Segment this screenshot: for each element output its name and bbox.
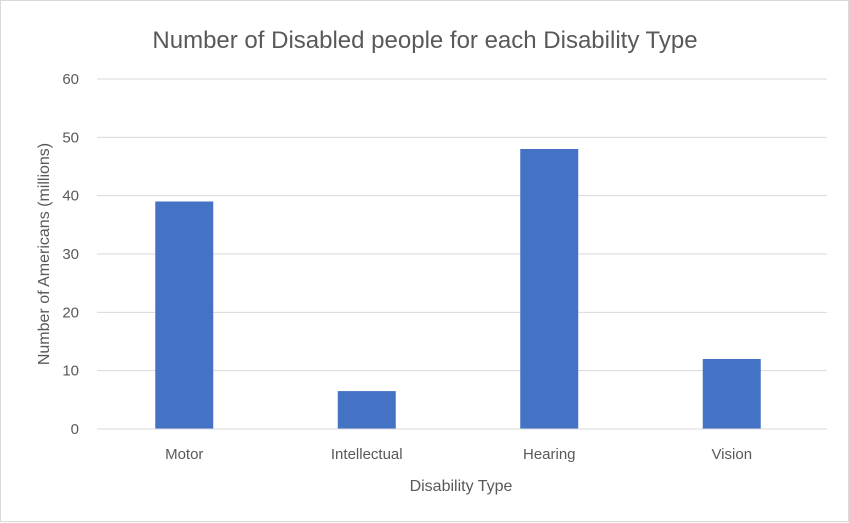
bar-vision [702, 359, 761, 429]
y-tick-label: 60 [62, 71, 79, 88]
x-tick-label: Vision [711, 446, 752, 463]
x-tick-label: Intellectual [331, 446, 403, 463]
y-tick-label: 0 [71, 421, 79, 438]
y-tick-label: 40 [62, 188, 79, 205]
x-tick-label: Hearing [523, 446, 576, 463]
y-tick-label: 10 [62, 363, 79, 380]
y-axis-ticks: 0 10 20 30 40 50 60 [62, 71, 79, 438]
bar-hearing [520, 149, 579, 429]
x-axis-title: Disability Type [410, 478, 513, 495]
bar-motor [155, 201, 214, 429]
y-axis-title: Number of Americans (millions) [36, 143, 53, 365]
bars [155, 149, 761, 429]
bar-intellectual [337, 391, 396, 429]
x-axis-ticks: Motor Intellectual Hearing Vision [165, 446, 752, 463]
y-tick-label: 50 [62, 129, 79, 146]
x-tick-label: Motor [165, 446, 203, 463]
y-tick-label: 30 [62, 246, 79, 263]
y-tick-label: 20 [62, 304, 79, 321]
chart-title: Number of Disabled people for each Disab… [152, 27, 697, 54]
